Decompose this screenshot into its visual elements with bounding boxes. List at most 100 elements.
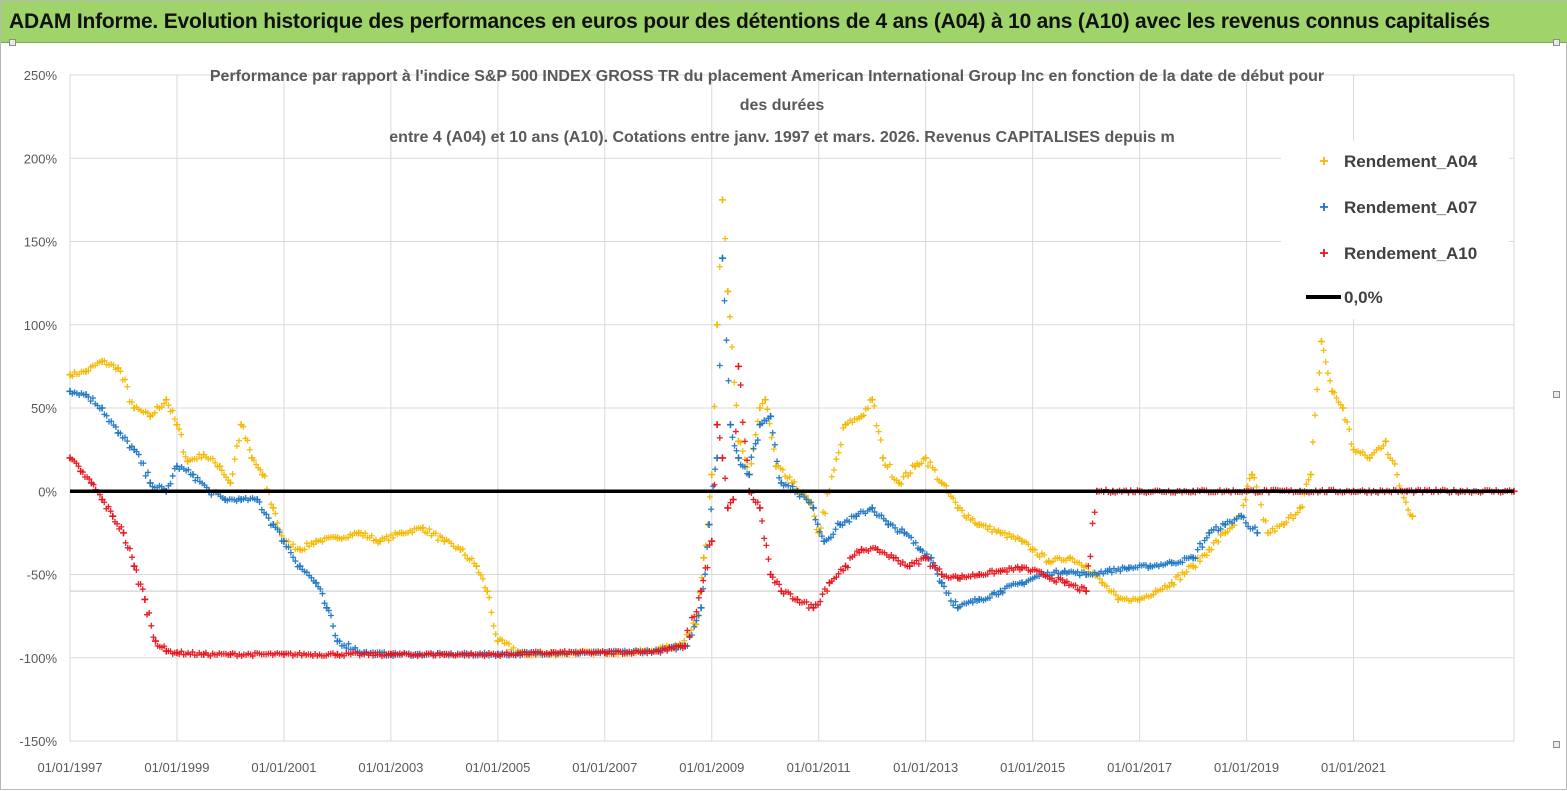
x-tick-label: 01/01/2015 (1000, 760, 1065, 775)
series-markers (721, 297, 732, 384)
data-point (726, 421, 734, 429)
series-markers (700, 541, 713, 584)
legend-marker-Rendement_A04 (1320, 157, 1328, 165)
data-point (697, 604, 705, 612)
series-markers (240, 423, 253, 453)
series-markers (133, 403, 151, 416)
resize-handle-top-left[interactable] (9, 39, 16, 46)
plot-area (69, 74, 1515, 742)
series-markers (1224, 513, 1242, 527)
series-markers (716, 434, 723, 441)
series-markers (117, 430, 135, 451)
data-point (189, 471, 197, 479)
series-markers (1069, 555, 1087, 571)
series-markers (336, 649, 392, 659)
series-markers (892, 554, 911, 570)
y-tick-label: 200% (24, 151, 58, 166)
series-markers (748, 418, 761, 467)
report-title: ADAM Informe. Evolution historique des p… (9, 9, 1490, 33)
legend-marker-Rendement_A10 (1320, 249, 1328, 257)
data-point (809, 604, 817, 612)
series-markers (708, 466, 719, 513)
series-markers (357, 529, 382, 547)
series-markers (186, 451, 205, 464)
series-markers (336, 529, 360, 543)
series-markers (999, 529, 1023, 543)
series-markers (69, 456, 82, 470)
series-markers (315, 533, 339, 545)
series-markers (759, 415, 772, 427)
data-point (269, 504, 277, 512)
data-point (1307, 471, 1315, 479)
series-markers (941, 573, 959, 581)
data-point (938, 579, 946, 587)
series-markers (69, 368, 87, 380)
series-markers (422, 526, 446, 544)
data-point (745, 471, 753, 479)
series-markers (229, 649, 285, 660)
series-markers (924, 459, 943, 484)
series-markers (1368, 442, 1387, 458)
y-tick-label: 100% (24, 318, 58, 333)
x-tick-label: 01/01/2013 (893, 760, 958, 775)
series-markers (999, 563, 1023, 575)
series-markers (748, 437, 761, 461)
y-tick-label: 150% (24, 235, 58, 250)
series-markers (101, 411, 119, 430)
chart-title-line-1: Performance par rapport à l'indice S&P 5… (210, 68, 1324, 85)
data-point (713, 321, 721, 329)
series-markers (133, 448, 151, 479)
series-markers (202, 649, 232, 659)
data-point (1408, 512, 1416, 520)
series-markers (908, 555, 927, 567)
series-markers (823, 520, 841, 544)
series-markers (737, 461, 751, 477)
series-markers (1101, 582, 1119, 599)
series-markers (497, 648, 553, 660)
series-markers (759, 400, 766, 407)
data-point (312, 579, 320, 587)
series-markers (956, 571, 981, 583)
x-tick-label: 01/01/1999 (144, 760, 209, 775)
chart-title: Performance par rapport à l'indice S&P 5… (210, 68, 1324, 146)
series-markers (176, 648, 205, 659)
series-markers (855, 506, 873, 517)
legend-background (1281, 141, 1509, 319)
data-point (146, 479, 154, 487)
series-markers (486, 594, 499, 638)
data-point (216, 462, 224, 470)
series-markers (604, 647, 660, 658)
data-point (1221, 521, 1229, 529)
data-point (472, 562, 480, 570)
data-point (226, 479, 234, 487)
series-markers (325, 607, 339, 639)
legend-label: Rendement_A04 (1344, 152, 1478, 171)
resize-handle-bottom-right[interactable] (1553, 741, 1560, 748)
series-markers (85, 393, 103, 412)
report-banner: ADAM Informe. Evolution historique des p… (1, 1, 1567, 43)
series-markers (1106, 564, 1130, 576)
data-point (718, 254, 726, 262)
data-point (296, 562, 304, 570)
series-markers (903, 531, 922, 552)
resize-handle-right[interactable] (1553, 391, 1560, 398)
series-markers (1063, 578, 1088, 594)
chart-title-line-2: des durées (740, 97, 825, 114)
series-markers (914, 455, 927, 468)
series-markers (443, 650, 499, 660)
series-markers (111, 518, 125, 532)
resize-handle-top-right[interactable] (1553, 39, 1560, 46)
data-point (735, 362, 743, 370)
series-markers (956, 595, 981, 610)
data-point (922, 454, 930, 462)
data-point (767, 412, 775, 420)
series-markers (79, 469, 93, 483)
series-markers (117, 368, 135, 406)
data-point (130, 562, 138, 570)
series-markers (144, 609, 157, 641)
data-point (483, 587, 491, 595)
series-markers (192, 474, 210, 491)
data-point (1366, 454, 1374, 462)
series-markers (759, 517, 772, 563)
y-tick-label: 0% (38, 484, 57, 499)
